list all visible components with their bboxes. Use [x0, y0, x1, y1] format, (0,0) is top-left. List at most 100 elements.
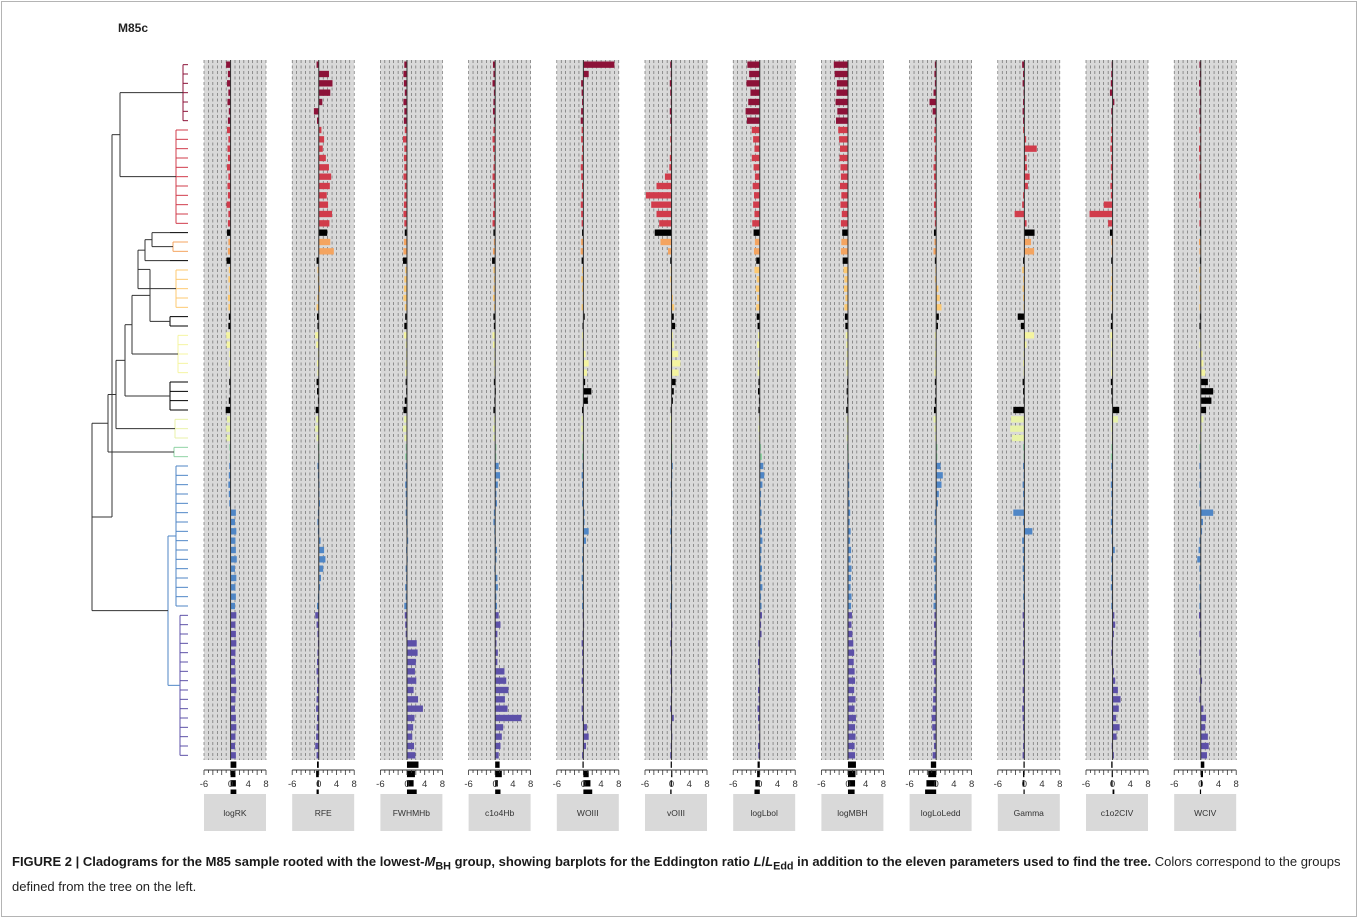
bar [1110, 332, 1113, 339]
bar [581, 257, 584, 264]
bar [669, 80, 672, 87]
bar [404, 397, 407, 404]
bar [582, 481, 584, 488]
bar [226, 425, 231, 432]
bar [582, 406, 584, 414]
bar [581, 276, 584, 283]
bar [759, 528, 762, 535]
bar [495, 472, 501, 479]
panel-name: c1o2CIV [1101, 808, 1134, 818]
bar [583, 378, 586, 386]
bar [1110, 136, 1113, 143]
bar [227, 117, 231, 124]
x-tick-label: 0 [493, 779, 498, 790]
bar [1108, 220, 1113, 227]
panel-name: logLoLedd [921, 808, 961, 818]
bar [404, 108, 407, 115]
bar [316, 61, 319, 68]
bar [580, 248, 584, 255]
bar [230, 705, 235, 712]
bar [583, 780, 591, 787]
bar [406, 770, 415, 778]
bar [1111, 528, 1113, 535]
bar [934, 257, 937, 264]
bar [1199, 649, 1201, 656]
bar [757, 322, 760, 330]
bar [1111, 238, 1113, 246]
bar [747, 61, 760, 68]
bar [840, 182, 848, 190]
panel-strip [556, 794, 619, 831]
bar [1199, 154, 1201, 162]
bar [1112, 733, 1117, 740]
bar [230, 761, 237, 768]
bar [404, 145, 407, 152]
bar [406, 780, 414, 787]
bar [928, 770, 937, 778]
bar [934, 276, 937, 283]
bar [1199, 61, 1201, 68]
bar [1022, 378, 1025, 386]
bar [1200, 378, 1208, 386]
bar [1199, 481, 1201, 488]
bar [664, 173, 672, 180]
bar [228, 89, 231, 96]
bar [1013, 406, 1025, 414]
bar [406, 640, 417, 647]
bar [405, 621, 407, 628]
bar [1022, 266, 1025, 274]
bar [492, 425, 496, 432]
x-tick-label: -6 [288, 779, 296, 790]
panel-name: WOIII [577, 808, 599, 818]
bar [317, 322, 319, 330]
bar [846, 434, 848, 442]
bar [934, 434, 937, 442]
bar [1110, 164, 1113, 171]
bar [582, 145, 584, 152]
bar [405, 509, 407, 516]
bar [1198, 546, 1201, 554]
bar [1111, 509, 1113, 516]
bar [230, 714, 236, 722]
bar [1200, 397, 1212, 404]
bar [754, 238, 760, 246]
bar [493, 238, 496, 246]
bar [318, 201, 329, 208]
bar [1112, 668, 1114, 675]
bar [229, 285, 231, 292]
bar [582, 668, 584, 675]
bar [493, 285, 496, 292]
bar [317, 761, 319, 768]
bar [493, 304, 496, 311]
x-tick-label: -6 [376, 779, 384, 790]
bar [1111, 444, 1113, 451]
bar [1110, 145, 1113, 152]
bar [581, 108, 584, 115]
bar [1022, 481, 1025, 488]
panel-strip [645, 794, 707, 831]
bar [230, 630, 236, 638]
bar [670, 602, 672, 610]
bar [1199, 248, 1201, 255]
bar [656, 182, 672, 190]
bar [228, 304, 231, 311]
bar [225, 406, 231, 414]
bar [671, 313, 674, 320]
bar [841, 192, 848, 199]
bar [317, 686, 319, 694]
bar [1024, 229, 1035, 236]
bar [493, 434, 496, 442]
bar [1112, 621, 1116, 628]
bar [582, 182, 584, 190]
bar [1023, 696, 1025, 703]
bar [583, 350, 586, 358]
bar [495, 621, 501, 628]
bar [758, 668, 760, 675]
bar [1200, 705, 1204, 712]
bar [318, 80, 333, 87]
bar [1111, 780, 1113, 787]
bar [403, 332, 407, 339]
bar [406, 761, 419, 768]
bar [758, 696, 760, 703]
